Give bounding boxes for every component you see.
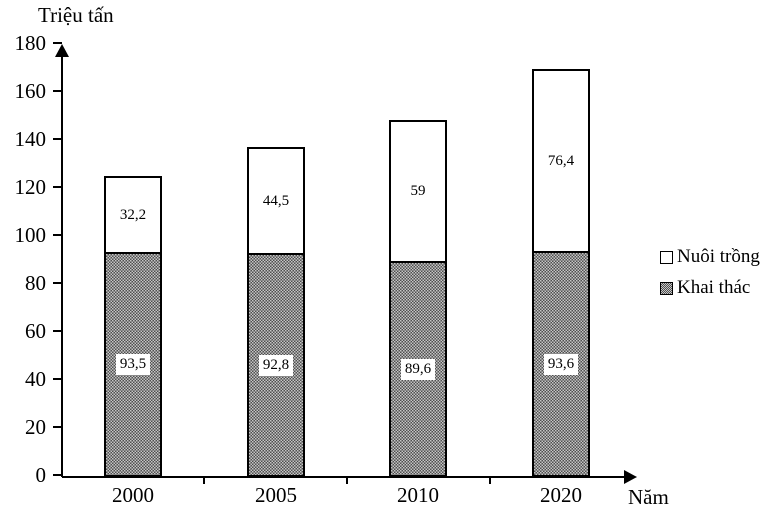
bar-2000: 32,2 93,5 bbox=[104, 176, 162, 477]
y-tick-label: 100 bbox=[14, 223, 47, 247]
value-label-khai-thac: 93,6 bbox=[543, 353, 579, 375]
y-tick bbox=[53, 234, 62, 236]
bar-segment-nuoi-trong: 76,4 bbox=[532, 69, 590, 252]
bar-segment-khai-thac: 93,5 bbox=[104, 253, 162, 477]
y-tick bbox=[53, 186, 62, 188]
y-axis bbox=[61, 50, 63, 477]
x-category-label: 2010 bbox=[397, 483, 439, 507]
value-label-nuoi-trong: 59 bbox=[410, 183, 426, 199]
nuoi-trong-swatch-icon bbox=[660, 250, 673, 264]
x-axis-arrow-icon bbox=[624, 470, 637, 484]
y-tick-label: 40 bbox=[25, 367, 46, 391]
y-tick bbox=[53, 378, 62, 380]
y-tick bbox=[53, 282, 62, 284]
x-category-label: 2005 bbox=[255, 483, 297, 507]
value-label-khai-thac: 92,8 bbox=[258, 354, 294, 376]
x-tick bbox=[489, 477, 491, 484]
y-tick-label: 180 bbox=[14, 31, 47, 55]
y-tick-label: 160 bbox=[14, 79, 47, 103]
legend: Nuôi trồng Khai thác bbox=[660, 246, 760, 299]
y-axis-arrow-icon bbox=[55, 44, 69, 57]
x-category-label: 2020 bbox=[540, 483, 582, 507]
y-tick-label: 20 bbox=[25, 415, 46, 439]
value-label-nuoi-trong: 32,2 bbox=[119, 206, 147, 223]
bar-2020: 76,4 93,6 bbox=[532, 69, 590, 477]
value-label-khai-thac: 89,6 bbox=[400, 358, 436, 380]
x-tick bbox=[203, 477, 205, 484]
x-axis-title: Năm bbox=[628, 485, 669, 509]
y-tick bbox=[53, 426, 62, 428]
y-tick bbox=[53, 42, 62, 44]
y-axis-title: Triệu tấn bbox=[38, 3, 114, 27]
x-tick bbox=[346, 477, 348, 484]
y-tick-label: 0 bbox=[35, 463, 47, 487]
legend-label-khai-thac: Khai thác bbox=[677, 277, 751, 298]
khai-thac-swatch-icon bbox=[660, 281, 673, 295]
bar-2010: 59 89,6 bbox=[389, 120, 447, 477]
value-label-nuoi-trong: 76,4 bbox=[547, 152, 575, 169]
bar-segment-khai-thac: 92,8 bbox=[247, 254, 305, 477]
y-tick bbox=[53, 138, 62, 140]
legend-item-khai-thac: Khai thác bbox=[660, 277, 760, 299]
y-tick bbox=[53, 330, 62, 332]
legend-item-nuoi-trong: Nuôi trồng bbox=[660, 246, 760, 268]
y-tick-label: 60 bbox=[25, 319, 46, 343]
x-axis bbox=[62, 476, 628, 478]
bar-segment-khai-thac: 93,6 bbox=[532, 252, 590, 477]
x-category-label: 2000 bbox=[112, 483, 154, 507]
value-label-khai-thac: 93,5 bbox=[115, 354, 151, 375]
bar-segment-nuoi-trong: 44,5 bbox=[247, 147, 305, 254]
bar-2005: 44,5 92,8 bbox=[247, 147, 305, 477]
legend-label-nuoi-trong: Nuôi trồng bbox=[677, 246, 760, 267]
value-label-nuoi-trong: 44,5 bbox=[262, 192, 290, 209]
y-tick-label: 140 bbox=[14, 127, 47, 151]
y-tick bbox=[53, 90, 62, 92]
y-tick-label: 120 bbox=[14, 175, 47, 199]
bar-segment-nuoi-trong: 32,2 bbox=[104, 176, 162, 253]
bar-segment-khai-thac: 89,6 bbox=[389, 262, 447, 477]
bar-segment-nuoi-trong: 59 bbox=[389, 120, 447, 262]
y-tick-label: 80 bbox=[25, 271, 46, 295]
y-tick bbox=[53, 474, 62, 476]
